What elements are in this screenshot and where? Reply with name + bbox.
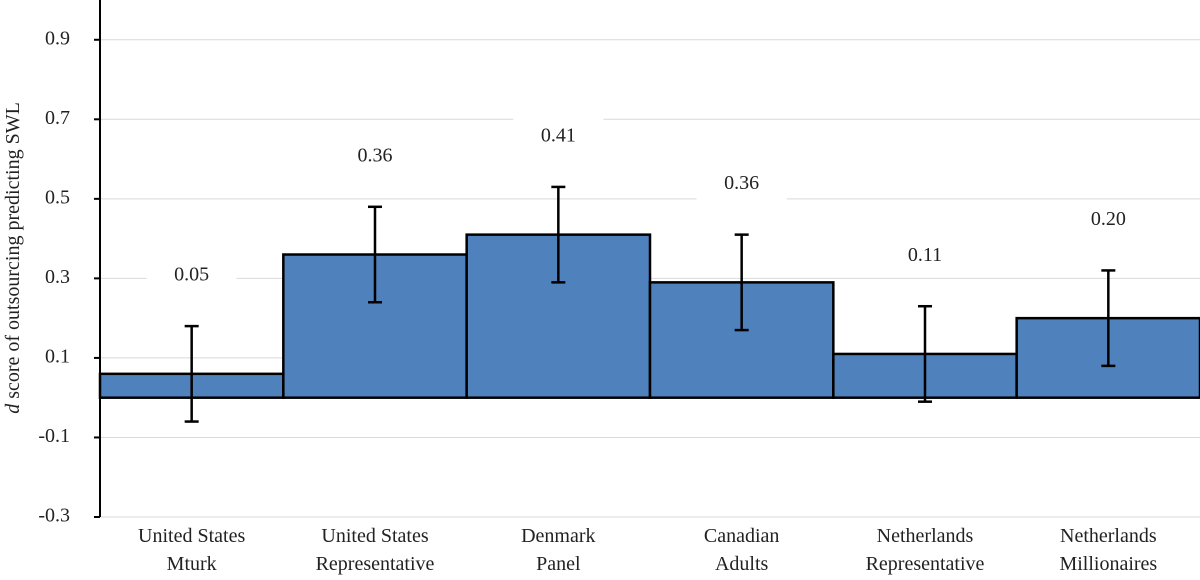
- data-label: 0.41: [541, 125, 576, 147]
- y-tick-label: 0.1: [45, 346, 70, 368]
- x-tick-label-line: Mturk: [167, 553, 217, 575]
- y-axis-label-italic: d: [2, 403, 24, 414]
- annotation-bg: [146, 256, 237, 297]
- annotation-bg: [696, 164, 787, 205]
- x-tick-label: Canadian Adults: [704, 525, 780, 575]
- error-bar: [184, 324, 199, 423]
- error-bar: [734, 233, 749, 332]
- data-label: 0.05: [174, 264, 209, 286]
- x-tick-label-line: Denmark: [521, 525, 595, 547]
- y-axis-label: d score of outsourcing predicting SWL: [2, 102, 24, 414]
- x-tick-label: Netherlands Millionaires: [1059, 525, 1157, 575]
- x-tick-label-line: Adults: [715, 553, 769, 575]
- data-label: 0.20: [1091, 208, 1126, 230]
- y-tick-label: -0.1: [38, 425, 70, 447]
- y-axis-label-text: score of outsourcing predicting SWL: [2, 102, 24, 399]
- data-label: 0.36: [724, 172, 759, 194]
- x-tick-label-line: United States: [321, 525, 428, 547]
- annotation-bg: [1063, 200, 1154, 241]
- x-tick-label-line: Panel: [536, 553, 581, 575]
- x-tick-label-line: United States: [138, 525, 245, 547]
- x-tick-label-line: Representative: [316, 553, 435, 575]
- x-tick-label: United States Mturk: [138, 525, 245, 575]
- x-tick-label: Netherlands Representative: [866, 525, 985, 575]
- x-tick-label-line: Netherlands: [877, 525, 974, 547]
- x-tick-label-line: Millionaires: [1059, 553, 1157, 575]
- y-tick-label: 0.9: [45, 27, 70, 49]
- x-tick-label: United States Representative: [316, 525, 435, 575]
- annotation-bg: [880, 236, 970, 277]
- data-label: 0.36: [358, 144, 393, 166]
- error-bar: [918, 304, 932, 403]
- annotation-bg: [513, 116, 604, 157]
- annotation-bg: [330, 136, 420, 177]
- x-tick-label: Denmark Panel: [521, 525, 595, 575]
- error-bar: [368, 205, 382, 304]
- y-tick-label: 0.5: [45, 186, 70, 208]
- error-bar: [551, 185, 566, 284]
- x-tick-label-line: Netherlands: [1060, 525, 1157, 547]
- y-tick-label: 0.7: [45, 107, 70, 129]
- data-label: 0.11: [908, 244, 942, 266]
- error-bar: [1101, 269, 1116, 368]
- y-tick-label: -0.3: [38, 505, 70, 527]
- y-tick-label: 0.3: [45, 266, 70, 288]
- x-tick-label-line: Representative: [866, 553, 985, 575]
- x-tick-label-line: Canadian: [704, 525, 780, 547]
